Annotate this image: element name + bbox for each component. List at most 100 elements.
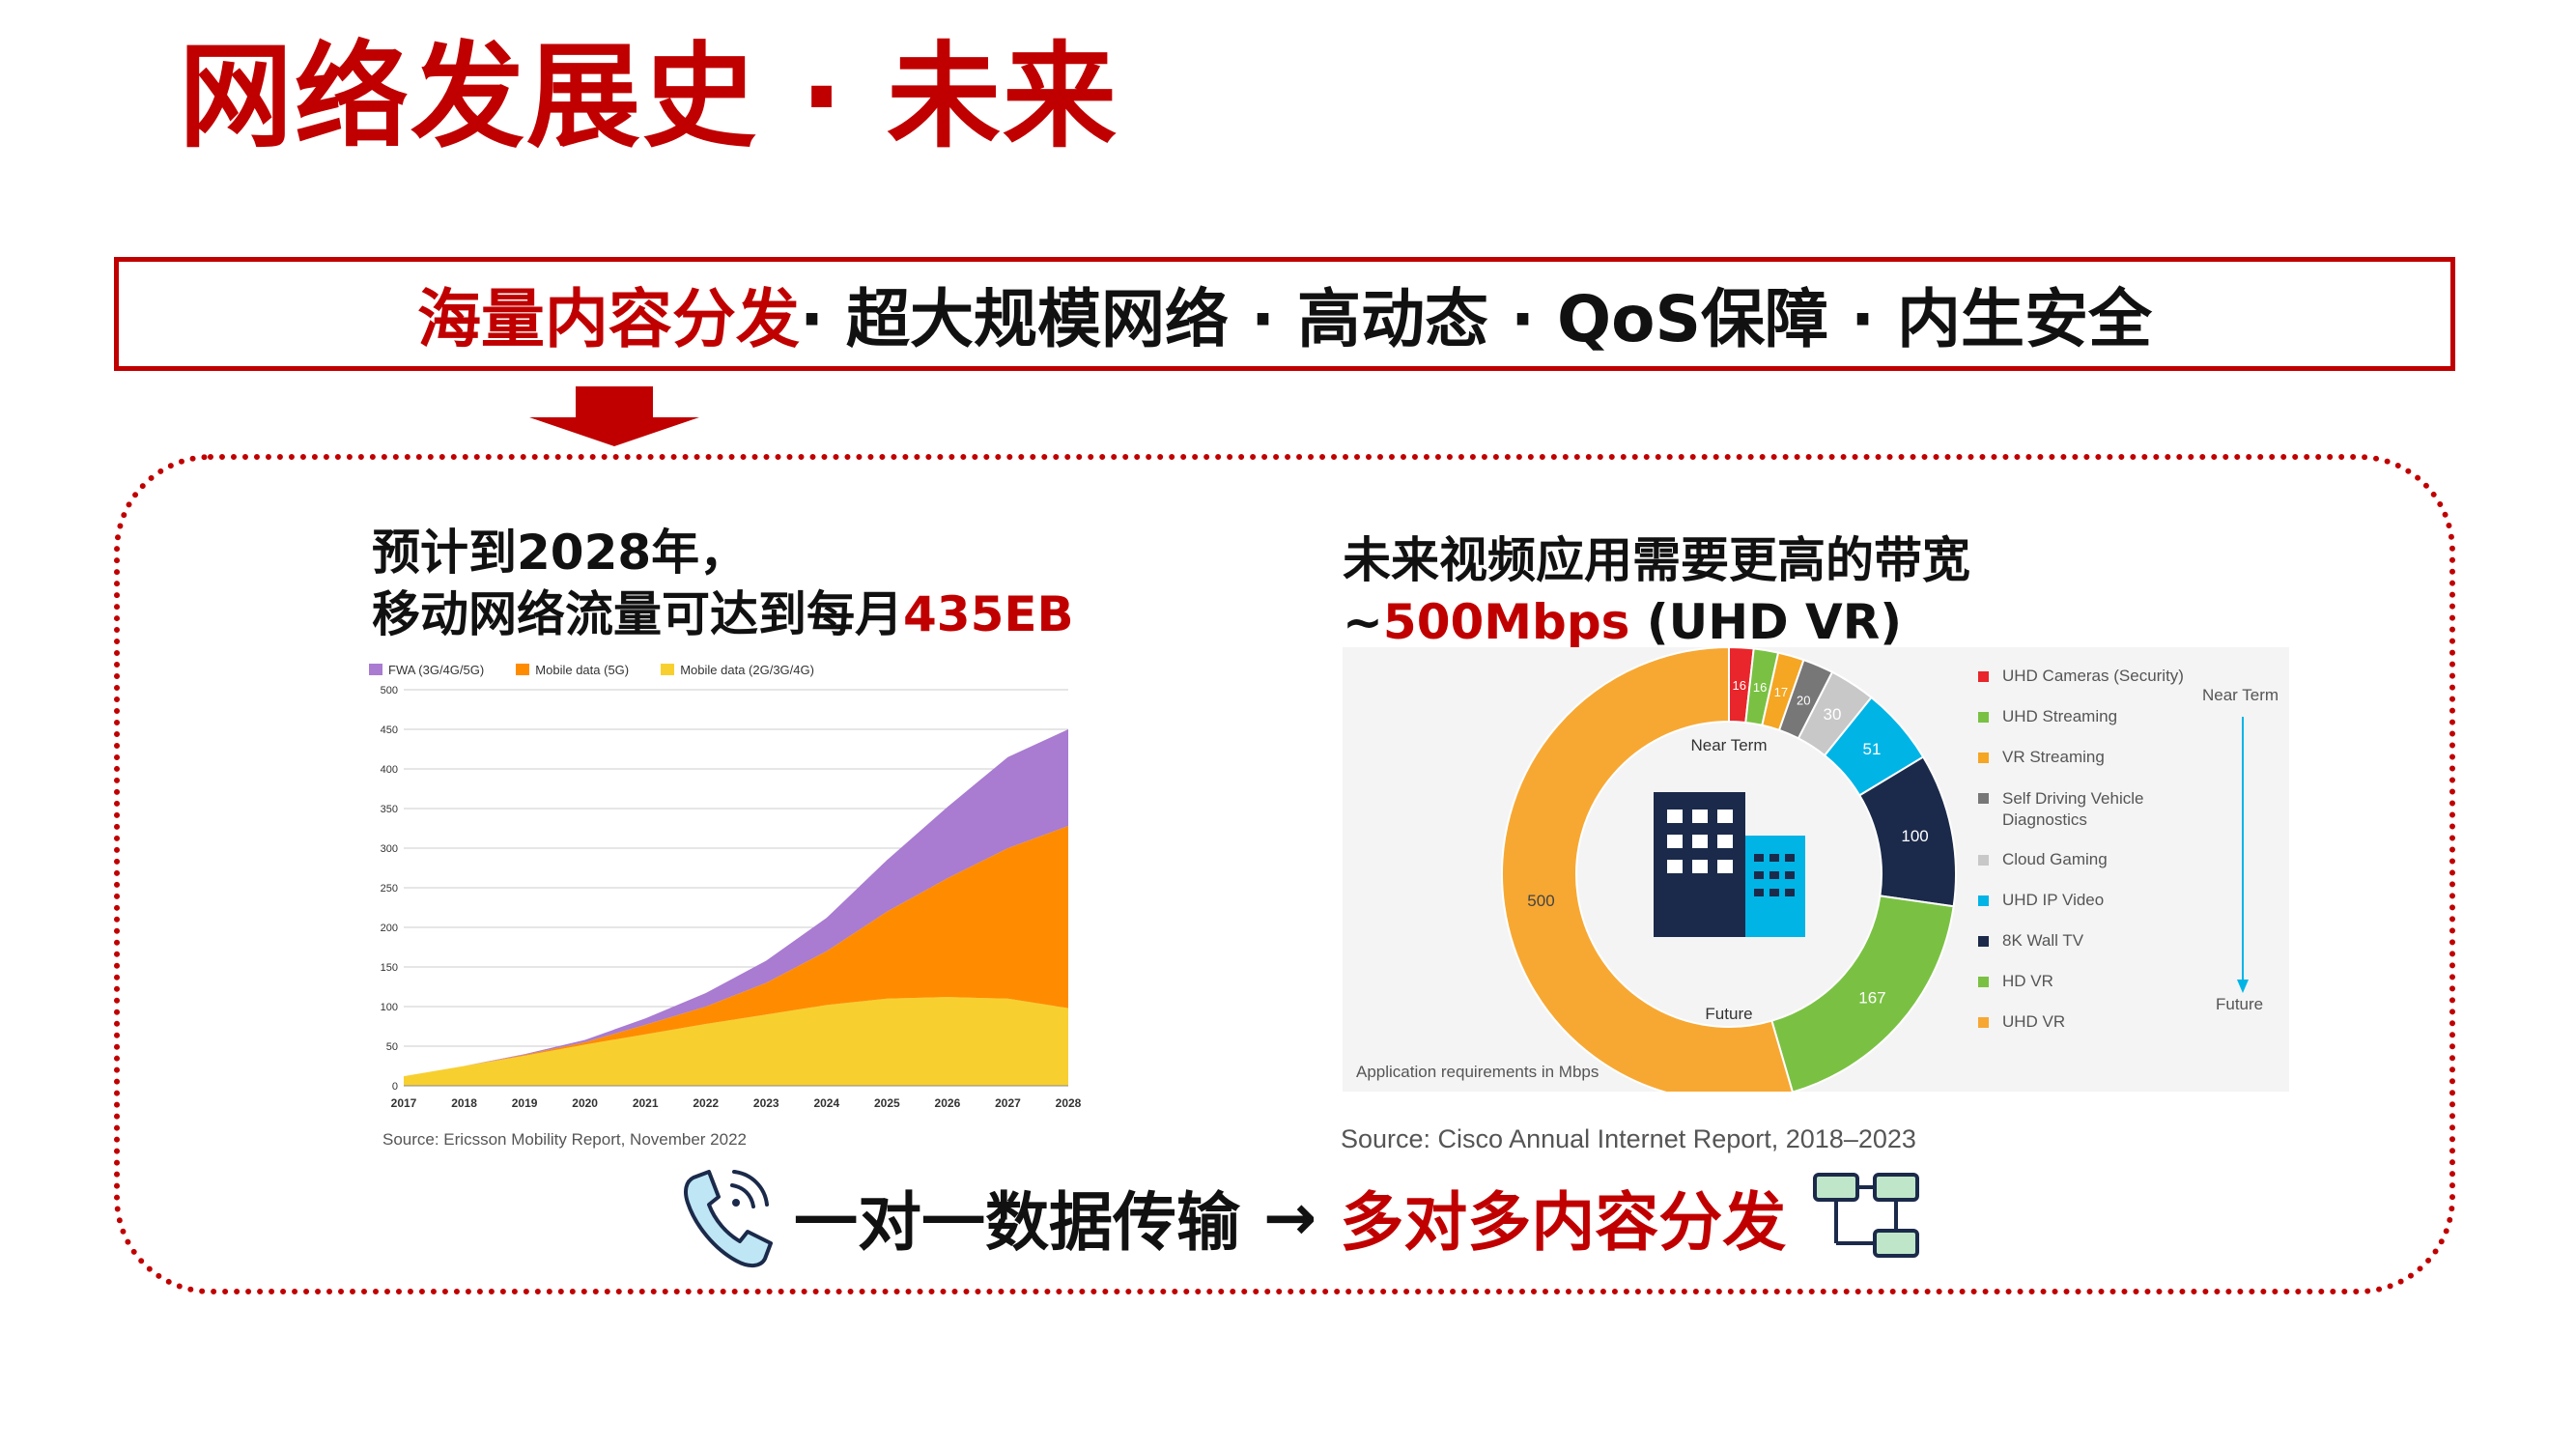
- legend-label-fwa: FWA (3G/4G/5G): [388, 662, 485, 677]
- many-to-many-label: 多对多内容分发: [1340, 1185, 1787, 1260]
- building-icon: [1654, 792, 1805, 937]
- y-tick-label: 350: [381, 804, 398, 815]
- y-tick-label: 200: [381, 923, 398, 934]
- legend-item-uhd-ip-video: UHD IP Video: [1978, 891, 2191, 931]
- traffic-heading: 预计到2028年， 移动网络流量可达到每月435EB: [372, 522, 1074, 645]
- x-tick-label: 2025: [874, 1096, 900, 1110]
- bandwidth-donut-plot: 16 16 17 20 30 51 100 167 500 Near Term Future: [1501, 647, 1957, 1092]
- legend-label: UHD IP Video: [2002, 891, 2105, 909]
- x-tick-label: 2026: [935, 1096, 961, 1110]
- phone-icon: [684, 1170, 773, 1267]
- x-tick-label: 2024: [813, 1096, 839, 1110]
- x-tick-label: 2019: [512, 1096, 538, 1110]
- bandwidth-chart: 16 16 17 20 30 51 100 167 500 Near Term Future UHD…: [1343, 647, 2289, 1092]
- x-tick-label: 2028: [1056, 1096, 1082, 1110]
- legend-label: Self Driving Vehicle Diagnostics: [2002, 789, 2144, 829]
- legend-label: 8K Wall TV: [2002, 931, 2084, 950]
- down-arrow-icon: [529, 386, 699, 446]
- donut-value-label: 51: [1863, 740, 1882, 758]
- y-tick-label: 500: [381, 685, 398, 696]
- legend-swatch: [1978, 793, 1989, 804]
- one-to-one-label: 一对一数据传输: [794, 1185, 1240, 1260]
- legend-item-uhd-streaming: UHD Streaming: [1978, 707, 2191, 748]
- timeline-arrow-icon: [2237, 717, 2249, 993]
- legend-swatch: [1978, 671, 1989, 683]
- traffic-heading-line1: 预计到2028年，: [372, 525, 749, 581]
- traffic-legend: FWA (3G/4G/5G) Mobile data (5G) Mobile d…: [369, 661, 841, 679]
- area-fwa: [404, 729, 1068, 1077]
- bottom-summary: 一对一数据传输 → 多对多内容分发: [676, 1159, 1925, 1275]
- donut-slice: [1501, 647, 1794, 1092]
- network-icon: [1813, 1173, 1920, 1258]
- y-tick-label: 0: [392, 1081, 398, 1093]
- x-tick-label: 2027: [995, 1096, 1021, 1110]
- traffic-heading-line2: 移动网络流量可达到每月435EB: [372, 583, 1074, 645]
- donut-value-label: 17: [1774, 685, 1788, 699]
- legend-swatch-234g: [661, 664, 675, 675]
- legend-item-uhd-cameras: UHD Cameras (Security): [1978, 667, 2191, 707]
- content-frame: [114, 454, 2455, 1294]
- legend-item-vr-streaming: VR Streaming: [1978, 748, 2191, 788]
- legend-item-hd-vr: HD VR: [1978, 972, 2191, 1012]
- legend-swatch: [1978, 855, 1989, 867]
- legend-label-234g: Mobile data (2G/3G/4G): [680, 662, 814, 677]
- x-tick-label: 2017: [391, 1096, 417, 1110]
- bandwidth-heading-prefix: ~: [1343, 594, 1383, 650]
- bandwidth-heading-suffix: (UHD VR): [1629, 594, 1903, 650]
- x-tick-label: 2021: [633, 1096, 659, 1110]
- legend-swatch-5g: [516, 664, 530, 675]
- bandwidth-heading-line2: ~500Mbps (UHD VR): [1343, 591, 1970, 653]
- donut-value-label: 100: [1901, 827, 1928, 845]
- donut-value-label: 167: [1858, 989, 1885, 1008]
- traffic-heading-value: 435EB: [903, 586, 1074, 642]
- legend-swatch: [1978, 977, 1989, 988]
- legend-swatch: [1978, 895, 1989, 907]
- x-tick-label: 2020: [572, 1096, 598, 1110]
- x-tick-label: 2023: [753, 1096, 779, 1110]
- y-tick-label: 250: [381, 883, 398, 895]
- y-tick-label: 300: [381, 843, 398, 855]
- x-tick-label: 2018: [451, 1096, 477, 1110]
- legend-item-self-driving: Self Driving Vehicle Diagnostics: [1978, 788, 2191, 850]
- page-title: 网络发展史 · 未来: [179, 30, 1118, 163]
- legend-item-fwa: FWA (3G/4G/5G): [369, 663, 484, 677]
- bandwidth-legend: UHD Cameras (Security) UHD Streaming VR …: [1978, 667, 2191, 1053]
- bandwidth-heading: 未来视频应用需要更高的带宽 ~500Mbps (UHD VR): [1343, 529, 1970, 653]
- traffic-heading-prefix: 移动网络流量可达到每月: [372, 586, 903, 642]
- donut-value-label: 500: [1527, 892, 1554, 910]
- bandwidth-heading-value: 500Mbps: [1382, 594, 1630, 650]
- legend-item-uhd-vr: UHD VR: [1978, 1012, 2191, 1053]
- legend-item-cloud-gaming: Cloud Gaming: [1978, 850, 2191, 891]
- donut-value-label: 20: [1797, 693, 1810, 707]
- donut-value-label: 16: [1753, 680, 1767, 695]
- legend-label-5g: Mobile data (5G): [535, 662, 630, 677]
- donut-footnote: Application requirements in Mbps: [1356, 1063, 1599, 1081]
- donut-value-label: 30: [1823, 705, 1841, 724]
- banner-highlight: 海量内容分发: [416, 282, 800, 356]
- donut-value-label: 16: [1733, 678, 1746, 693]
- area-mobile-234g: [404, 997, 1068, 1086]
- legend-label: UHD Streaming: [2002, 707, 2118, 725]
- y-tick-label: 100: [381, 1002, 398, 1013]
- donut-center-future: Future: [1705, 1005, 1752, 1023]
- traffic-area-plot: 0 50 100 150 200 250 300 350 400 450 500 2017 2018 20…: [381, 685, 1082, 1110]
- traffic-source: Source: Ericsson Mobility Report, Novemb…: [382, 1130, 747, 1149]
- legend-label: Cloud Gaming: [2002, 850, 2108, 868]
- legend-item-5g: Mobile data (5G): [516, 663, 629, 677]
- timeline-near-term: Near Term: [2202, 686, 2279, 704]
- legend-label: UHD VR: [2002, 1012, 2066, 1031]
- bandwidth-heading-line1: 未来视频应用需要更高的带宽: [1343, 532, 1970, 588]
- donut-slice: [1770, 895, 1955, 1092]
- banner-rest: · 超大规模网络 · 高动态 · QoS保障 · 内生安全: [799, 282, 2153, 356]
- y-tick-label: 150: [381, 962, 398, 974]
- bandwidth-source: Source: Cisco Annual Internet Report, 20…: [1341, 1124, 1916, 1153]
- legend-label: HD VR: [2002, 972, 2053, 990]
- traffic-chart: FWA (3G/4G/5G) Mobile data (5G) Mobile d…: [365, 661, 1090, 1115]
- legend-swatch: [1978, 1017, 1989, 1029]
- legend-swatch: [1978, 936, 1989, 948]
- y-tick-label: 400: [381, 764, 398, 776]
- keyword-banner: 海量内容分发 · 超大规模网络 · 高动态 · QoS保障 · 内生安全: [114, 257, 2455, 371]
- legend-item-8k-wall-tv: 8K Wall TV: [1978, 931, 2191, 972]
- legend-swatch: [1978, 753, 1989, 764]
- legend-label: UHD Cameras (Security): [2002, 667, 2184, 685]
